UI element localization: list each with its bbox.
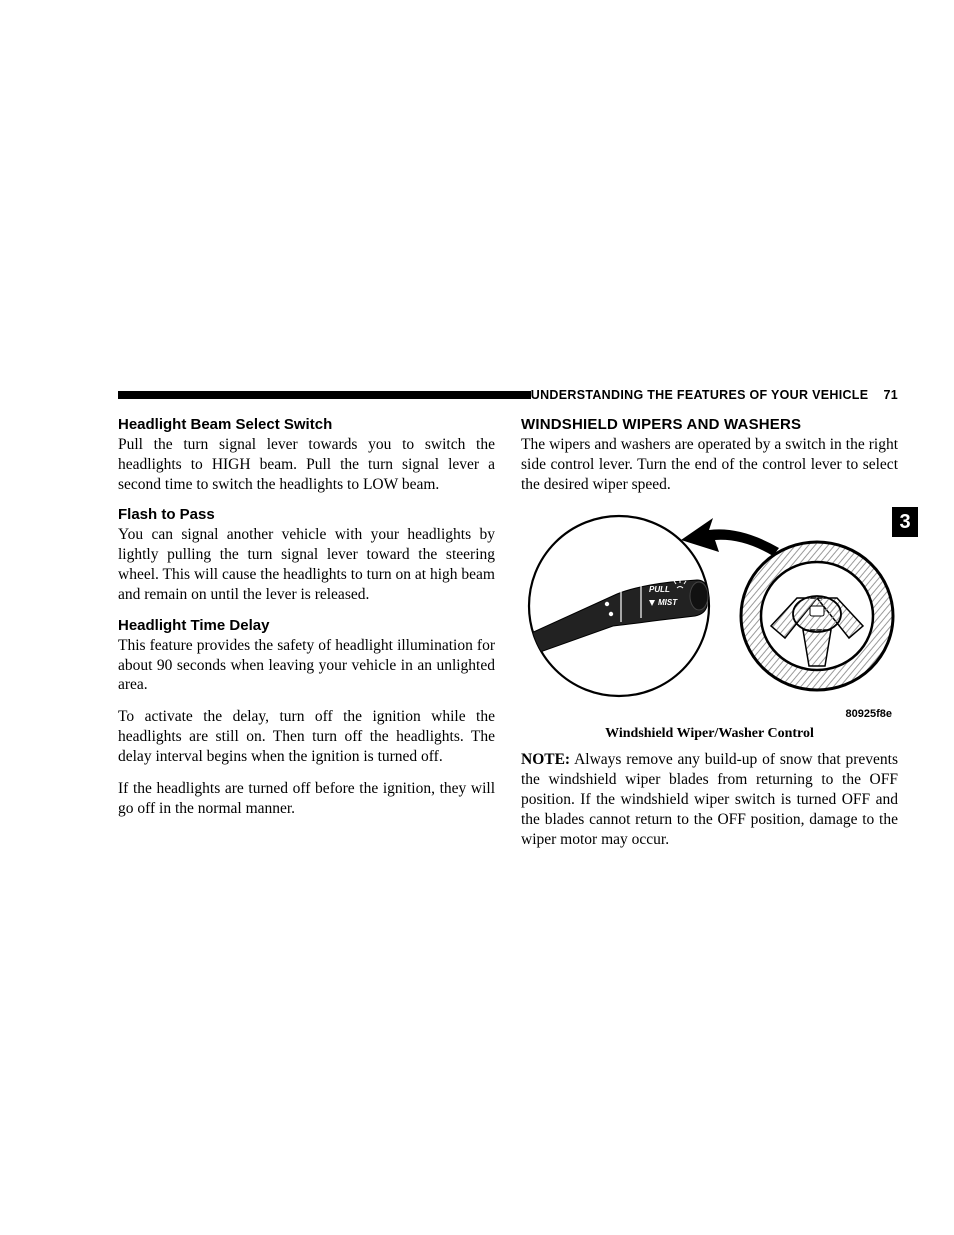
content-area: UNDERSTANDING THE FEATURES OF YOUR VEHIC… <box>118 388 898 850</box>
chapter-tab: 3 <box>892 507 918 537</box>
right-column: WINDSHIELD WIPERS AND WASHERS The wipers… <box>521 410 898 850</box>
two-column-layout: Headlight Beam Select Switch Pull the tu… <box>118 410 898 850</box>
para-wipers-intro: The wipers and washers are operated by a… <box>521 435 898 494</box>
figure-wiper-control: PULL MIST <box>521 506 898 742</box>
note-label: NOTE: <box>521 751 570 768</box>
para: Pull the turn signal lever towards you t… <box>118 435 495 494</box>
manual-page: UNDERSTANDING THE FEATURES OF YOUR VEHIC… <box>0 0 954 1235</box>
heading-flash-to-pass: Flash to Pass <box>118 506 495 523</box>
wiper-control-illustration: PULL MIST <box>521 506 898 706</box>
steering-wheel-icon <box>741 542 893 690</box>
note-paragraph: NOTE: Always remove any build-up of snow… <box>521 750 898 849</box>
left-column: Headlight Beam Select Switch Pull the tu… <box>118 410 495 850</box>
para: This feature provides the safety of head… <box>118 636 495 695</box>
heading-headlight-delay: Headlight Time Delay <box>118 617 495 634</box>
note-text: Always remove any build-up of snow that … <box>521 751 898 847</box>
para: If the headlights are turned off before … <box>118 779 495 819</box>
header-rule <box>118 391 531 399</box>
running-head-row: UNDERSTANDING THE FEATURES OF YOUR VEHIC… <box>118 388 898 402</box>
figure-code: 80925f8e <box>521 708 898 720</box>
para: To activate the delay, turn off the igni… <box>118 707 495 766</box>
lever-mist-label: MIST <box>658 598 678 607</box>
lever-pull-label: PULL <box>649 585 670 594</box>
para: You can signal another vehicle with your… <box>118 525 495 604</box>
heading-headlight-beam: Headlight Beam Select Switch <box>118 416 495 433</box>
figure-caption: Windshield Wiper/Washer Control <box>521 726 898 742</box>
callout-arrow-icon <box>681 518 779 556</box>
heading-wipers-washers: WINDSHIELD WIPERS AND WASHERS <box>521 416 898 433</box>
running-head: UNDERSTANDING THE FEATURES OF YOUR VEHIC… <box>531 388 898 402</box>
section-title: UNDERSTANDING THE FEATURES OF YOUR VEHIC… <box>531 388 869 402</box>
page-number: 71 <box>883 388 898 402</box>
chapter-number: 3 <box>899 511 910 534</box>
